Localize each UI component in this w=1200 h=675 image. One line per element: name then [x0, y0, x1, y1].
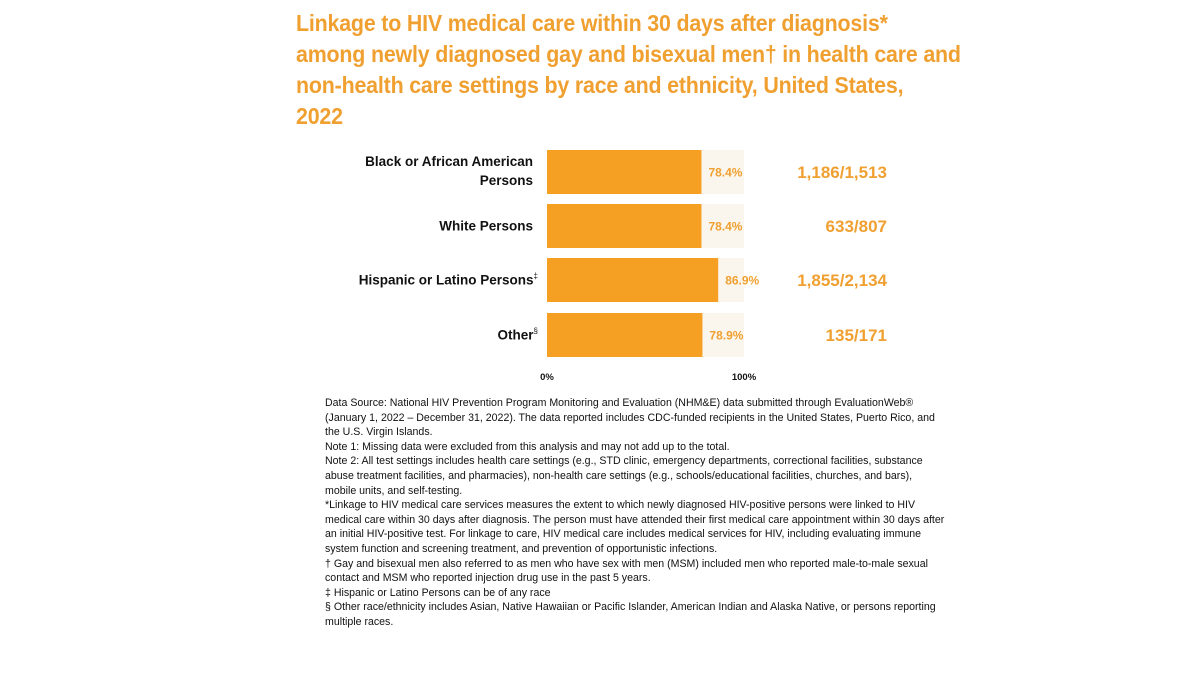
category-label: Other§ — [498, 327, 538, 343]
title-line: among newly diagnosed gay and bisexual m… — [296, 41, 961, 67]
category-label: White Persons — [439, 219, 533, 234]
x-tick-label: 0% — [540, 372, 554, 383]
footnote-msm: † Gay and bisexual men also referred to … — [325, 557, 928, 585]
footnote-linkage: *Linkage to HIV medical care services me… — [325, 499, 945, 555]
bar — [547, 313, 703, 357]
count-label: 135/171 — [826, 326, 887, 345]
count-label: 1,855/2,134 — [797, 271, 887, 290]
footnote-hispanic: ‡ Hispanic or Latino Persons can be of a… — [325, 586, 551, 599]
footnote-note-2: Note 2: All test settings includes healt… — [325, 455, 923, 497]
title-line: non-health care settings by race and eth… — [296, 72, 904, 98]
count-label: 633/807 — [826, 217, 887, 236]
bar — [547, 150, 702, 194]
x-tick-label: 100% — [732, 372, 757, 383]
bar-value-label: 78.4% — [708, 220, 742, 234]
footnotes: Data Source: National HIV Prevention Pro… — [325, 396, 945, 630]
title-line: Linkage to HIV medical care within 30 da… — [296, 10, 888, 36]
bar-value-label: 86.9% — [725, 274, 759, 288]
bar-value-label: 78.4% — [708, 166, 742, 180]
footnote-note-1: Note 1: Missing data were excluded from … — [325, 440, 730, 453]
bar-value-label: 78.9% — [709, 329, 743, 343]
footnote-other: § Other race/ethnicity includes Asian, N… — [325, 601, 936, 628]
bar — [547, 258, 719, 302]
count-label: 1,186/1,513 — [797, 163, 887, 182]
category-label: Hispanic or Latino Persons‡ — [359, 272, 538, 288]
footnote-data-source: Data Source: National HIV Prevention Pro… — [325, 397, 935, 439]
chart-title: Linkage to HIV medical care within 30 da… — [296, 8, 961, 132]
bar — [547, 204, 702, 248]
category-label: Black or African American Persons — [365, 154, 533, 188]
title-line: 2022 — [296, 103, 343, 129]
bar-chart: 78.4% 1,186/1,513 Black or African America… — [359, 150, 888, 383]
